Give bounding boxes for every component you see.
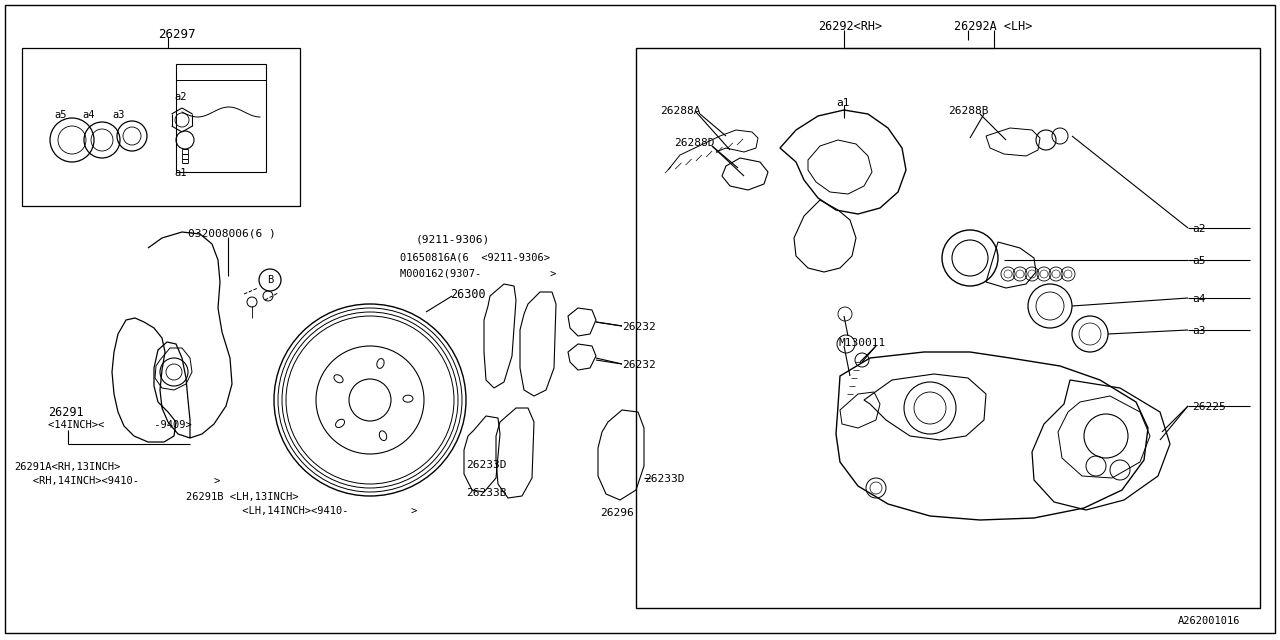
Bar (177, 64, 266, 172)
Bar (636, 48, 1260, 608)
Text: 26233D: 26233D (466, 460, 507, 470)
Text: 26233B: 26233B (466, 488, 507, 498)
Text: a4: a4 (82, 110, 95, 120)
Text: (9211-9306): (9211-9306) (416, 234, 490, 244)
Text: 26232: 26232 (622, 360, 655, 370)
Text: 26297: 26297 (157, 28, 196, 41)
Text: 26300: 26300 (451, 288, 485, 301)
Text: 26232: 26232 (622, 322, 655, 332)
Text: M130011: M130011 (838, 338, 886, 348)
Text: a3: a3 (1192, 326, 1206, 336)
Text: 01650816A(6  <9211-9306>: 01650816A(6 <9211-9306> (401, 252, 550, 262)
Text: 26288B: 26288B (948, 106, 988, 116)
Text: a4: a4 (1192, 294, 1206, 304)
Text: <LH,14INCH><9410-          >: <LH,14INCH><9410- > (186, 506, 417, 516)
Text: a2: a2 (174, 92, 187, 102)
Text: a1: a1 (174, 168, 187, 178)
Text: <14INCH><        -9409>: <14INCH>< -9409> (49, 420, 192, 430)
Text: 26288A: 26288A (660, 106, 700, 116)
Text: 26291B <LH,13INCH>: 26291B <LH,13INCH> (186, 492, 298, 502)
Text: 26291A<RH,13INCH>: 26291A<RH,13INCH> (14, 462, 120, 472)
Text: a2: a2 (1192, 224, 1206, 234)
Text: 26292A <LH>: 26292A <LH> (954, 20, 1033, 33)
Text: B: B (266, 275, 273, 285)
Text: A262001016: A262001016 (1178, 616, 1240, 626)
Text: 26225: 26225 (1192, 402, 1226, 412)
Text: 26288D: 26288D (675, 138, 714, 148)
Text: a5: a5 (1192, 256, 1206, 266)
Text: a3: a3 (113, 110, 124, 120)
Bar (22, 48, 300, 206)
Text: M000162(9307-           >: M000162(9307- > (401, 268, 557, 278)
Text: 26233D: 26233D (644, 474, 685, 484)
Text: <RH,14INCH><9410-            >: <RH,14INCH><9410- > (14, 476, 220, 486)
Text: a1: a1 (836, 98, 850, 108)
Text: 26292<RH>: 26292<RH> (818, 20, 882, 33)
Text: a5: a5 (54, 110, 67, 120)
Text: 26296: 26296 (600, 508, 634, 518)
Text: 032008006(6 ): 032008006(6 ) (188, 228, 275, 238)
Text: 26291: 26291 (49, 406, 83, 419)
